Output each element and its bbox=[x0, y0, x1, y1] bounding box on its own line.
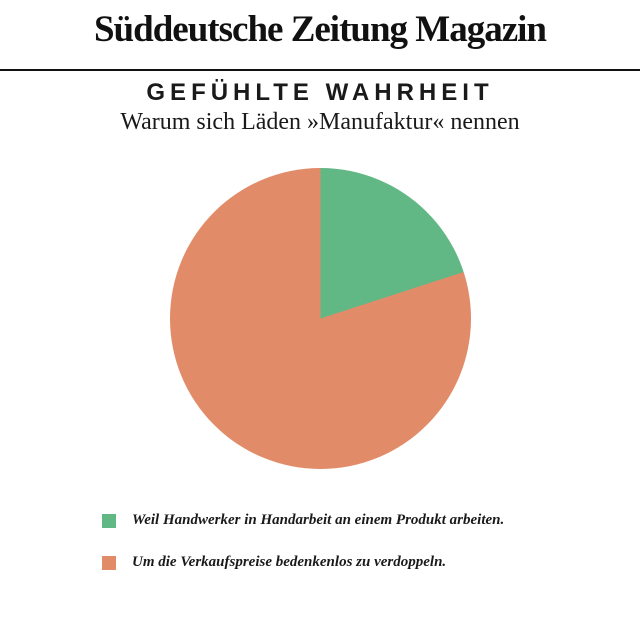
legend-item: Um die Verkaufspreise bedenkenlos zu ver… bbox=[102, 554, 504, 571]
pie-chart bbox=[170, 168, 471, 469]
legend-swatch bbox=[102, 513, 116, 528]
masthead-title: Süddeutsche Zeitung Magazin bbox=[93, 9, 547, 50]
legend-swatch bbox=[102, 555, 116, 570]
chart-title: GEFÜHLTE WAHRHEIT bbox=[146, 79, 494, 106]
legend: Weil Handwerker in Handarbeit an einem P… bbox=[102, 512, 504, 571]
legend-label: Um die Verkaufspreise bedenkenlos zu ver… bbox=[132, 554, 447, 570]
header-divider bbox=[0, 69, 640, 71]
legend-label: Weil Handwerker in Handarbeit an einem P… bbox=[132, 512, 505, 528]
legend-item: Weil Handwerker in Handarbeit an einem P… bbox=[102, 512, 504, 529]
chart-subtitle: Warum sich Läden »Manufaktur« nennen bbox=[120, 109, 520, 135]
